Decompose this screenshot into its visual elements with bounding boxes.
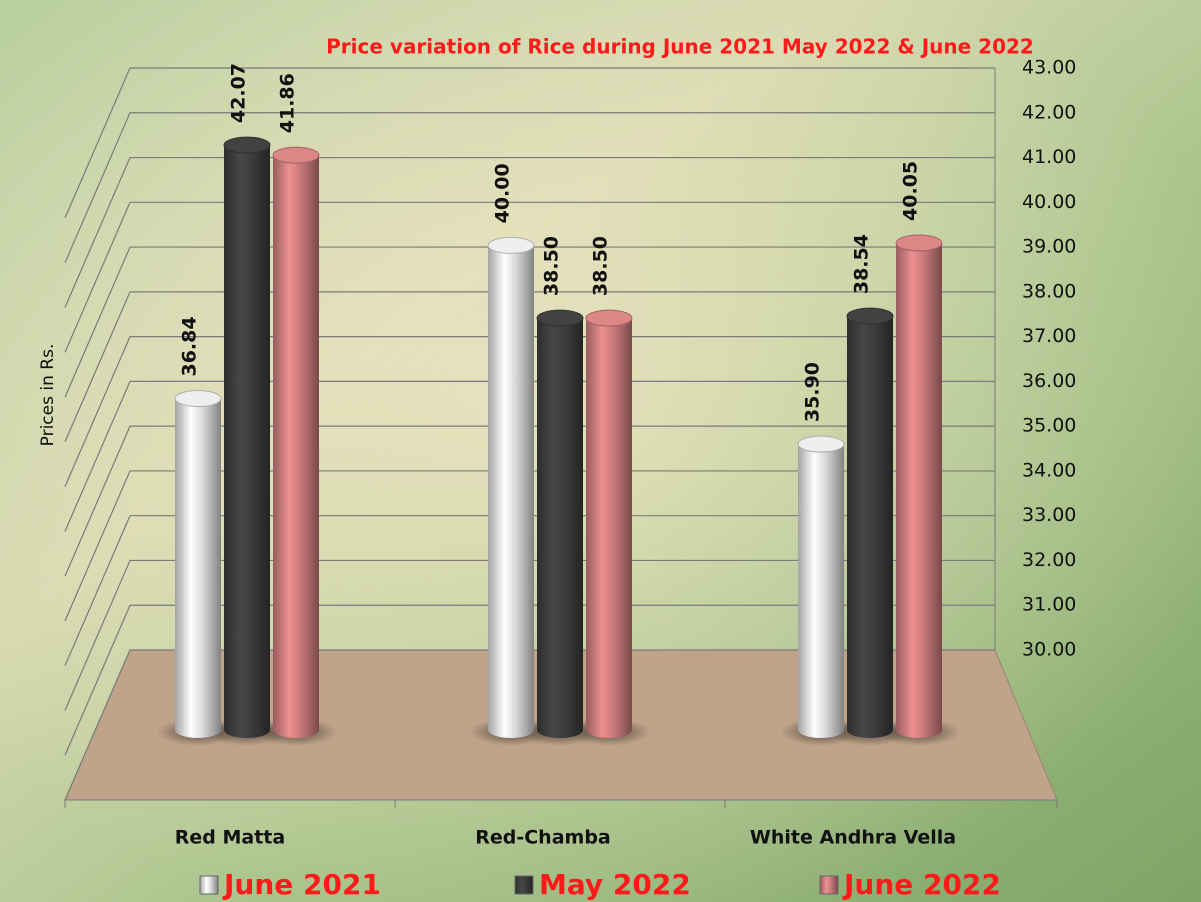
value-label: 40.00: [492, 163, 514, 223]
grid-line-side: [64, 246, 131, 398]
value-label: 38.50: [541, 236, 563, 296]
y-tick-label: 32.00: [1022, 549, 1076, 571]
legend-swatch: [514, 875, 534, 895]
bar-top: [223, 136, 271, 154]
value-label: 42.07: [228, 63, 250, 123]
y-axis-label: Prices in Rs.: [38, 344, 58, 447]
bar: [488, 245, 534, 738]
y-tick-label: 31.00: [1022, 594, 1076, 616]
bar: [586, 318, 632, 738]
grid-line-side: [64, 112, 131, 264]
value-label: 38.50: [590, 236, 612, 296]
grid-line-side: [64, 470, 131, 622]
grid-line-side: [64, 604, 131, 756]
bar-top: [174, 390, 222, 408]
y-tick-label: 43.00: [1022, 57, 1076, 79]
legend-label: May 2022: [539, 868, 691, 901]
grid-line-side: [64, 291, 131, 443]
grid-line-side: [64, 202, 131, 353]
y-tick-label: 39.00: [1022, 236, 1076, 258]
bar: [537, 318, 583, 738]
y-tick-label: 34.00: [1022, 459, 1076, 481]
bar: [175, 398, 221, 738]
x-tick-label: Red-Chamba: [475, 827, 611, 849]
y-tick-label: 30.00: [1022, 639, 1076, 661]
grid-line-side: [64, 649, 131, 801]
legend-swatch: [199, 875, 219, 895]
chart-title: Price variation of Rice during June 2021…: [326, 35, 1034, 59]
y-tick-label: 37.00: [1022, 325, 1076, 347]
bar-top: [895, 234, 943, 252]
bar-top: [585, 309, 633, 327]
value-label: 38.54: [851, 234, 873, 294]
grid-line-side: [64, 381, 131, 532]
bar-top: [487, 236, 535, 254]
y-tick-label: 35.00: [1022, 415, 1076, 437]
bar-top: [272, 146, 320, 164]
legend-label: June 2021: [222, 868, 381, 901]
bar: [896, 242, 942, 738]
grid-line-side: [64, 515, 131, 666]
x-tick-label: Red Matta: [175, 827, 285, 849]
grid-line-side: [64, 157, 131, 308]
value-label: 36.84: [179, 316, 201, 376]
grid-line-side: [64, 67, 131, 219]
x-tick-label: White Andhra Vella: [750, 827, 956, 849]
bar: [847, 316, 893, 738]
grid-line-side: [64, 560, 131, 711]
value-label: 41.86: [277, 73, 299, 133]
value-label: 35.90: [802, 362, 824, 422]
grid-line-side: [64, 336, 131, 487]
bar: [273, 155, 319, 738]
bar-top: [797, 435, 845, 453]
y-tick-label: 33.00: [1022, 504, 1076, 526]
y-tick-label: 41.00: [1022, 146, 1076, 168]
bar-top: [846, 307, 894, 325]
bar-top: [536, 309, 584, 327]
y-tick-label: 42.00: [1022, 101, 1076, 123]
y-tick-label: 38.00: [1022, 280, 1076, 302]
bar: [798, 444, 844, 738]
y-tick-label: 40.00: [1022, 191, 1076, 213]
grid-line-side: [64, 425, 131, 577]
legend-swatch: [819, 875, 839, 895]
legend-label: June 2022: [842, 868, 1001, 901]
value-label: 40.05: [900, 161, 922, 221]
bar: [224, 145, 270, 739]
y-tick-label: 36.00: [1022, 370, 1076, 392]
